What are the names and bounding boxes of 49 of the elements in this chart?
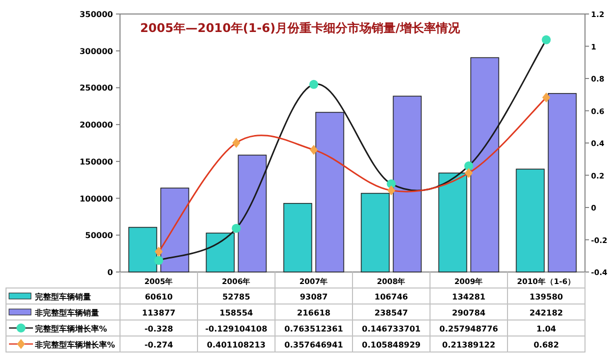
data-label: 0.146733701: [362, 324, 422, 334]
data-label: 106746: [374, 292, 408, 302]
data-label: 238547: [374, 308, 408, 318]
y-tick-label: 100000: [80, 194, 114, 204]
y-tick-label: 0: [107, 268, 114, 277]
bar: [516, 168, 545, 272]
bar: [360, 192, 390, 272]
data-label: 158554: [220, 308, 254, 318]
legend-label: 完整型车辆增长率%: [35, 324, 108, 334]
legend-label: 完整型车辆销量: [35, 292, 91, 302]
text: 2005年—2010年(1-6)月份重卡细分市场销量/增长率情况: [140, 21, 461, 35]
data-label: -0.129104108: [205, 324, 268, 334]
y-tick-label: 350000: [80, 10, 114, 19]
bar: [283, 202, 312, 272]
data-label: -0.274: [144, 340, 174, 350]
data-label: 0.21389122: [442, 340, 496, 350]
y-tick-label: 200000: [80, 120, 114, 130]
data-label: 290784: [452, 308, 486, 318]
data-label: 0.357646941: [284, 340, 344, 350]
data-label: 134281: [452, 292, 486, 302]
data-label: 52785: [222, 292, 251, 302]
bar: [470, 57, 500, 272]
bar: [438, 172, 468, 272]
data-label: -0.328: [144, 324, 174, 334]
data-label: 216618: [297, 308, 331, 318]
data-label: 139580: [530, 292, 564, 302]
legend-label: 非完整型车辆销量: [34, 308, 99, 318]
bar: [548, 93, 577, 272]
data-label: 0.763512361: [284, 324, 344, 334]
bar: [238, 154, 267, 272]
bar: [160, 188, 190, 272]
bar: [128, 226, 158, 272]
y-tick-label: 300000: [80, 46, 114, 56]
bar: [315, 112, 344, 272]
bar: [392, 96, 422, 272]
data-label: 0.682: [534, 340, 559, 350]
legend-label: 非完整型车辆增长率%: [34, 340, 116, 350]
data-label: 242182: [530, 308, 563, 318]
y-tick-label: 250000: [80, 84, 114, 93]
y-tick-label: 150000: [80, 157, 114, 166]
bar: [206, 232, 235, 272]
data-label: 60610: [144, 292, 174, 302]
data-label: 93087: [300, 292, 328, 302]
data-label: 1.04: [536, 324, 557, 334]
y-tick-label: 50000: [85, 231, 114, 240]
data-label: 0.105848929: [362, 340, 422, 350]
data-label: 0.257948776: [439, 324, 499, 334]
data-label: 0.401108213: [206, 340, 266, 350]
data-label: 113877: [142, 308, 176, 318]
